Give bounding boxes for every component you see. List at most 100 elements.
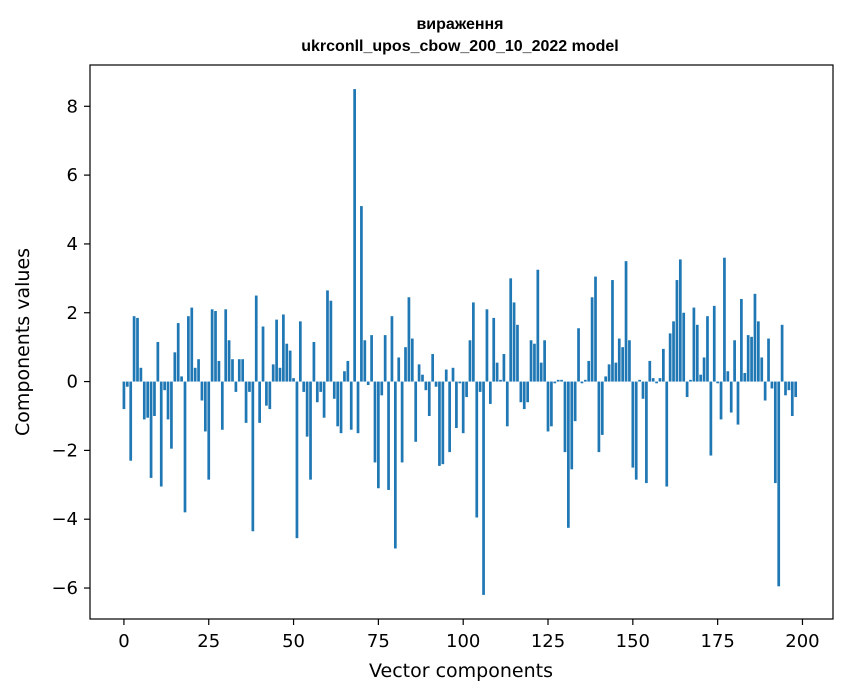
bar	[237, 359, 241, 382]
bar	[170, 381, 173, 449]
bar	[580, 381, 584, 384]
bar	[203, 381, 207, 432]
bar	[159, 381, 163, 487]
bar	[410, 338, 414, 382]
bar	[709, 381, 713, 456]
x-tick-label: 200	[785, 631, 819, 652]
bar	[146, 381, 150, 418]
bar	[668, 333, 672, 382]
bar	[275, 319, 278, 382]
bar	[370, 335, 373, 382]
bar	[421, 374, 424, 382]
bar	[315, 381, 319, 403]
y-tick-label: 6	[67, 165, 78, 186]
bar	[197, 359, 200, 382]
bar	[736, 381, 740, 425]
bar	[136, 317, 139, 382]
x-tick-label: 50	[282, 631, 305, 652]
bar	[533, 343, 536, 382]
bar	[356, 381, 360, 434]
bar	[543, 340, 546, 382]
x-tick-label: 75	[367, 631, 390, 652]
chart-title-line1: вираження	[416, 16, 503, 33]
bar	[427, 381, 431, 416]
bar	[519, 381, 523, 403]
x-tick-label: 100	[446, 631, 480, 652]
bar	[363, 340, 367, 382]
bar	[638, 379, 641, 382]
bar	[641, 381, 645, 399]
bar	[461, 381, 465, 434]
bar	[658, 378, 662, 382]
y-tick-label: 0	[67, 372, 78, 393]
bar	[292, 378, 295, 382]
bar	[326, 290, 329, 382]
bar	[784, 381, 787, 396]
bar	[414, 381, 418, 442]
x-tick-label: 25	[197, 631, 220, 652]
bar	[753, 293, 757, 382]
bar	[210, 309, 214, 382]
bar	[546, 381, 550, 432]
bar	[193, 367, 197, 382]
y-axis: −6 −4 −2 0 2 4 6 8	[51, 96, 90, 599]
bar	[383, 335, 387, 382]
bar	[692, 307, 696, 382]
bar	[651, 378, 655, 382]
bar	[729, 381, 733, 413]
bar	[512, 302, 516, 382]
bar	[336, 381, 340, 427]
y-tick-label: −4	[51, 509, 78, 530]
bar	[261, 326, 265, 382]
bar	[448, 381, 451, 453]
bar	[570, 381, 574, 470]
x-tick-label: 150	[616, 631, 650, 652]
bar	[583, 379, 587, 382]
bar	[244, 381, 248, 423]
bar	[166, 381, 170, 420]
bar	[716, 381, 719, 384]
bar	[777, 381, 781, 587]
bar	[662, 348, 665, 382]
y-tick-label: −6	[51, 578, 78, 599]
bar	[227, 340, 231, 382]
bar	[322, 381, 326, 418]
bar	[522, 381, 526, 410]
bar	[763, 381, 767, 401]
bar	[699, 374, 703, 382]
bar	[271, 364, 275, 382]
bar	[312, 342, 316, 382]
bar	[648, 360, 652, 382]
chart-title-line2: ukrconll_upos_cbow_200_10_2022 model	[301, 38, 618, 55]
bar	[492, 317, 496, 382]
bar	[678, 259, 682, 382]
bar	[634, 381, 638, 480]
bar	[424, 381, 428, 391]
bar	[478, 381, 482, 392]
bar	[346, 360, 350, 382]
bar	[156, 342, 160, 382]
bar	[560, 379, 563, 382]
bar	[393, 381, 397, 549]
bar	[268, 381, 272, 410]
bar	[712, 305, 716, 382]
bar	[404, 347, 407, 382]
bar	[285, 343, 289, 382]
bar	[645, 381, 648, 484]
bar	[220, 381, 224, 430]
bar	[200, 381, 204, 401]
bar	[380, 381, 384, 396]
bar	[305, 381, 309, 437]
bar	[400, 381, 404, 463]
bar	[553, 381, 557, 384]
bar	[499, 379, 502, 382]
bar	[723, 257, 726, 382]
bar	[387, 381, 390, 490]
bar	[556, 379, 560, 382]
bar	[180, 376, 183, 382]
bar	[434, 381, 438, 387]
bar	[176, 323, 180, 382]
bar	[590, 297, 594, 382]
bar	[278, 367, 282, 382]
